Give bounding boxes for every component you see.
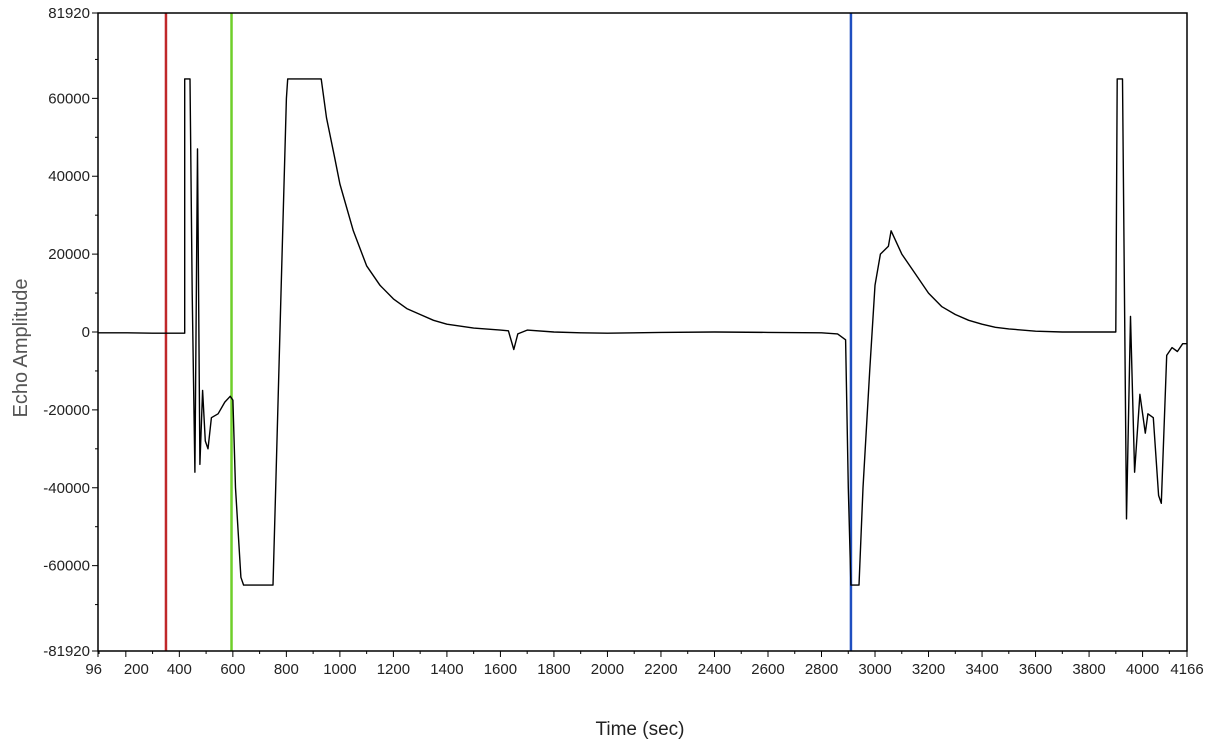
y-tick-label: 40000 [48, 168, 90, 185]
cursor-markers [164, 13, 853, 651]
x-tick-label: 3000 [858, 661, 891, 678]
x-tick-label: 2400 [698, 661, 731, 678]
x-tick-label: 3400 [965, 661, 998, 678]
x-axis-title: Time (sec) [595, 719, 684, 740]
x-tick-label: 1800 [537, 661, 570, 678]
x-tick-label: 3200 [912, 661, 945, 678]
x-tick-label: 2200 [644, 661, 677, 678]
y-tick-label: 0 [82, 324, 90, 341]
x-tick-label: 4000 [1126, 661, 1159, 678]
plot-frame [97, 12, 1188, 652]
x-tick-label: 3800 [1072, 661, 1105, 678]
y-tick-label: 81920 [48, 5, 90, 22]
x-tick-label: 2600 [751, 661, 784, 678]
x-tick-label: 400 [167, 661, 192, 678]
y-tick-label: 20000 [48, 246, 90, 263]
x-tick-label: 96 [85, 661, 102, 678]
series-line-1 [98, 78, 1187, 586]
x-tick-label: 2800 [805, 661, 838, 678]
x-axis: 96 200 400 600 800 1000 1200 1400 1600 1800 2000 22… [85, 651, 1204, 678]
series-layer [98, 78, 1187, 586]
x-tick-label: 1600 [484, 661, 517, 678]
y-tick-label: -81920 [43, 643, 90, 660]
x-tick-label: 600 [220, 661, 245, 678]
y-axis: -81920 -60000 -40000 -20000 0 20000 40000 60000… [43, 5, 98, 660]
y-tick-label: -20000 [43, 402, 90, 419]
y-tick-label: -60000 [43, 558, 90, 575]
x-tick-label: 800 [274, 661, 299, 678]
x-tick-label: 4166 [1170, 661, 1203, 678]
x-tick-label: 1400 [430, 661, 463, 678]
x-tick-label: 1000 [323, 661, 356, 678]
x-tick-label: 2000 [591, 661, 624, 678]
x-tick-label: 200 [124, 661, 149, 678]
y-tick-label: -40000 [43, 480, 90, 497]
y-axis-title: Echo Amplitude [10, 279, 32, 418]
x-tick-label: 1200 [377, 661, 410, 678]
x-tick-label: 3600 [1019, 661, 1052, 678]
y-tick-label: 60000 [48, 90, 90, 107]
